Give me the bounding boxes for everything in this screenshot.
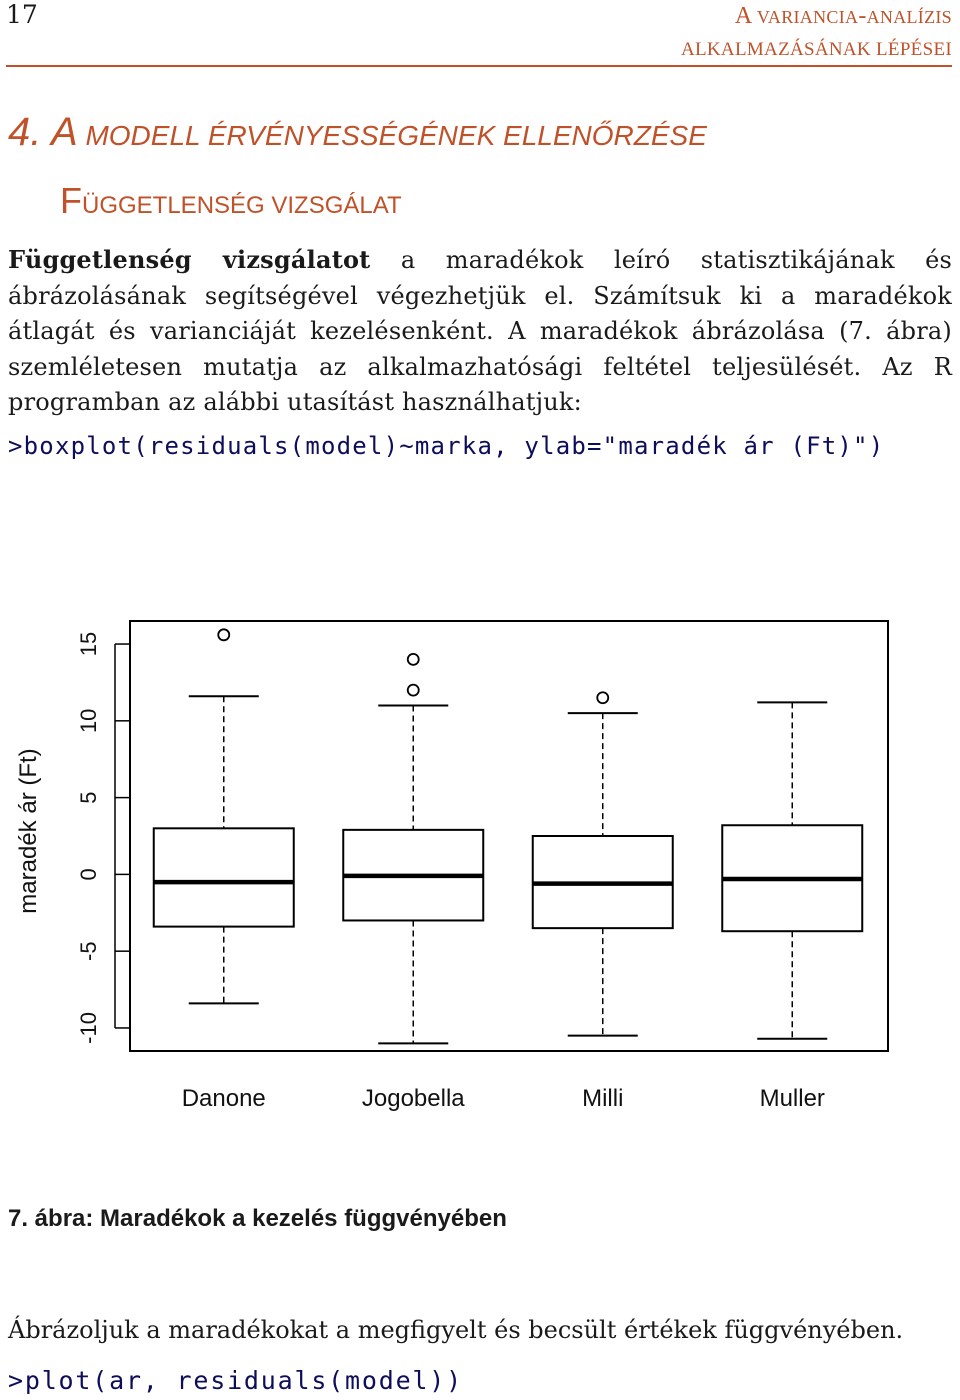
running-header-initial: A: [734, 3, 753, 29]
running-header-line2: ALKALMAZÁSÁNAK LÉPÉSEI: [680, 39, 952, 60]
running-header: A VARIANCIA-ANALÍZIS ALKALMAZÁSÁNAK LÉPÉ…: [681, 2, 952, 63]
y-tick-label: -10: [76, 1012, 101, 1044]
subsection-title-text: ÜGGETLENSÉG VIZSGÁLAT: [82, 192, 402, 219]
outlier-point: [406, 652, 420, 666]
page-number: 17: [6, 0, 38, 29]
code-plot: >plot(ar, residuals(model)): [8, 1366, 463, 1395]
running-header-dash: -: [858, 3, 867, 29]
body-paragraph: Függetlenség vizsgálatot a maradékok leí…: [8, 242, 952, 421]
outlier-point: [406, 683, 420, 697]
y-tick-label: 15: [76, 632, 101, 656]
section-number: 4. A: [8, 110, 78, 154]
x-category-label: Danone: [182, 1085, 266, 1112]
running-header-line1: A VARIANCIA-ANALÍZIS: [681, 2, 952, 31]
outlier-point: [217, 628, 231, 642]
x-category-label: Milli: [582, 1085, 623, 1112]
plot-frame: [129, 620, 889, 1052]
paragraph-text: a maradékok leíró statisztikájának és áb…: [8, 246, 953, 416]
figure-caption: 7. ábra: Maradékok a kezelés függvényébe…: [8, 1205, 507, 1232]
y-tick-label: -5: [76, 941, 101, 961]
y-axis-title: maradék ár (Ft): [15, 748, 42, 913]
outlier-point: [596, 691, 610, 705]
boxplot-chart: -10 -5 0 5 10 15 maradék ár (Ft) Danone Jogobell…: [15, 620, 889, 1112]
running-header-word1: VARIANCIA: [752, 7, 859, 27]
section-title-text: MODELL ÉRVÉNYESSÉGÉNEK ELLENŐRZÉSE: [77, 120, 707, 151]
box-iqr: [152, 827, 295, 928]
y-tick-label: 5: [76, 791, 101, 803]
y-tick-label: 10: [76, 709, 101, 733]
x-category-label: Jogobella: [362, 1085, 465, 1112]
subsection-title: FÜGGETLENSÉG VIZSGÁLAT: [60, 180, 402, 227]
x-category-label: Muller: [760, 1085, 825, 1112]
y-tick-label: 0: [76, 868, 101, 880]
closing-text: Ábrázoljuk a maradékokat a megfigyelt és…: [8, 1316, 904, 1344]
section-title: 4. A MODELL ÉRVÉNYESSÉGÉNEK ELLENŐRZÉSE: [8, 108, 707, 160]
code-boxplot: >boxplot(residuals(model)~marka, ylab="m…: [8, 432, 885, 460]
header-rule: [6, 65, 952, 67]
subsection-initial: F: [60, 180, 82, 221]
running-header-word2: ANALÍZIS: [866, 7, 952, 27]
paragraph-emphasis: Függetlenség vizsgálatot: [8, 245, 371, 274]
